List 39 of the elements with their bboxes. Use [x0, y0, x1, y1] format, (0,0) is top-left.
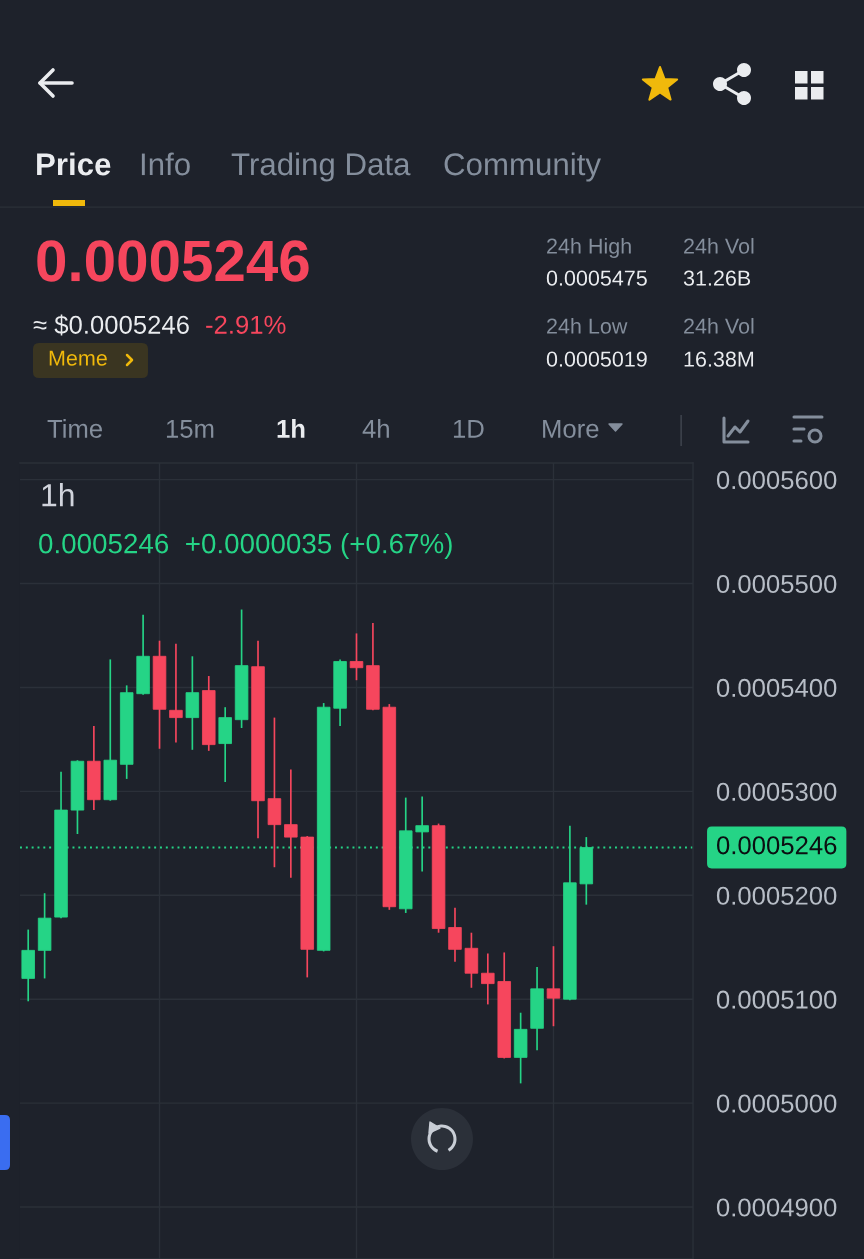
text: Info: [141, 152, 190, 176]
text: Community: [444, 152, 601, 182]
y-tick-label: 0.0004900: [716, 1198, 837, 1217]
text: 0.0005246 +0.0000035 (+0.67%): [39, 533, 452, 559]
text: 15m: [166, 419, 214, 438]
chart-title: 1h: [42, 483, 74, 507]
candlestick: [284, 768, 298, 879]
text: 0.0005475: [546, 270, 647, 286]
candlestick: [169, 642, 183, 744]
candlestick: [481, 952, 495, 1006]
text: 1D: [453, 419, 484, 438]
y-tick-label: 0.0005500: [716, 574, 837, 594]
y-tick-label: 0.0005600: [716, 470, 837, 490]
ref-line-label: 0.0005246: [717, 836, 837, 855]
text: 24h High: [547, 237, 631, 259]
text: 24h Vol: [684, 237, 754, 254]
y-tick-label: 0.0005000: [716, 1094, 837, 1113]
text: 16.38M: [684, 351, 754, 367]
text: -2.91%: [206, 315, 286, 334]
text: More: [543, 419, 599, 438]
text: 31.26B: [683, 270, 751, 286]
text: Trading Data: [231, 152, 411, 182]
text: 24h Vol: [684, 317, 754, 334]
text: Price: [37, 152, 111, 176]
candlestick: [448, 906, 462, 963]
y-tick-label: 0.0005100: [716, 990, 837, 1009]
text: ≈ $0.0005246: [33, 314, 189, 336]
text: 0.0005019: [546, 351, 647, 367]
y-tick-label: 0.0005400: [716, 678, 837, 698]
text: 24h Low: [547, 317, 628, 334]
text: 1h: [277, 419, 305, 438]
text: 0.0005246: [37, 240, 309, 282]
text: 4h: [362, 419, 389, 438]
y-tick-label: 0.0005200: [716, 886, 837, 905]
candlestick: [349, 632, 364, 682]
text: Time: [47, 419, 102, 438]
candlestick: [546, 945, 561, 1028]
y-tick-label: 0.0005300: [716, 782, 837, 801]
text: Meme: [49, 350, 107, 366]
